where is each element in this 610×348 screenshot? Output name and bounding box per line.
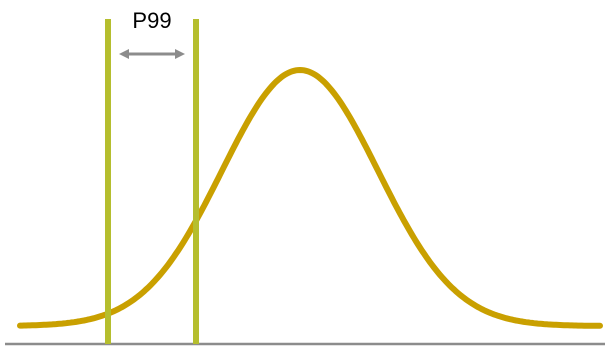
distribution-curve [17, 66, 603, 329]
p99-label: P99 [132, 8, 171, 33]
